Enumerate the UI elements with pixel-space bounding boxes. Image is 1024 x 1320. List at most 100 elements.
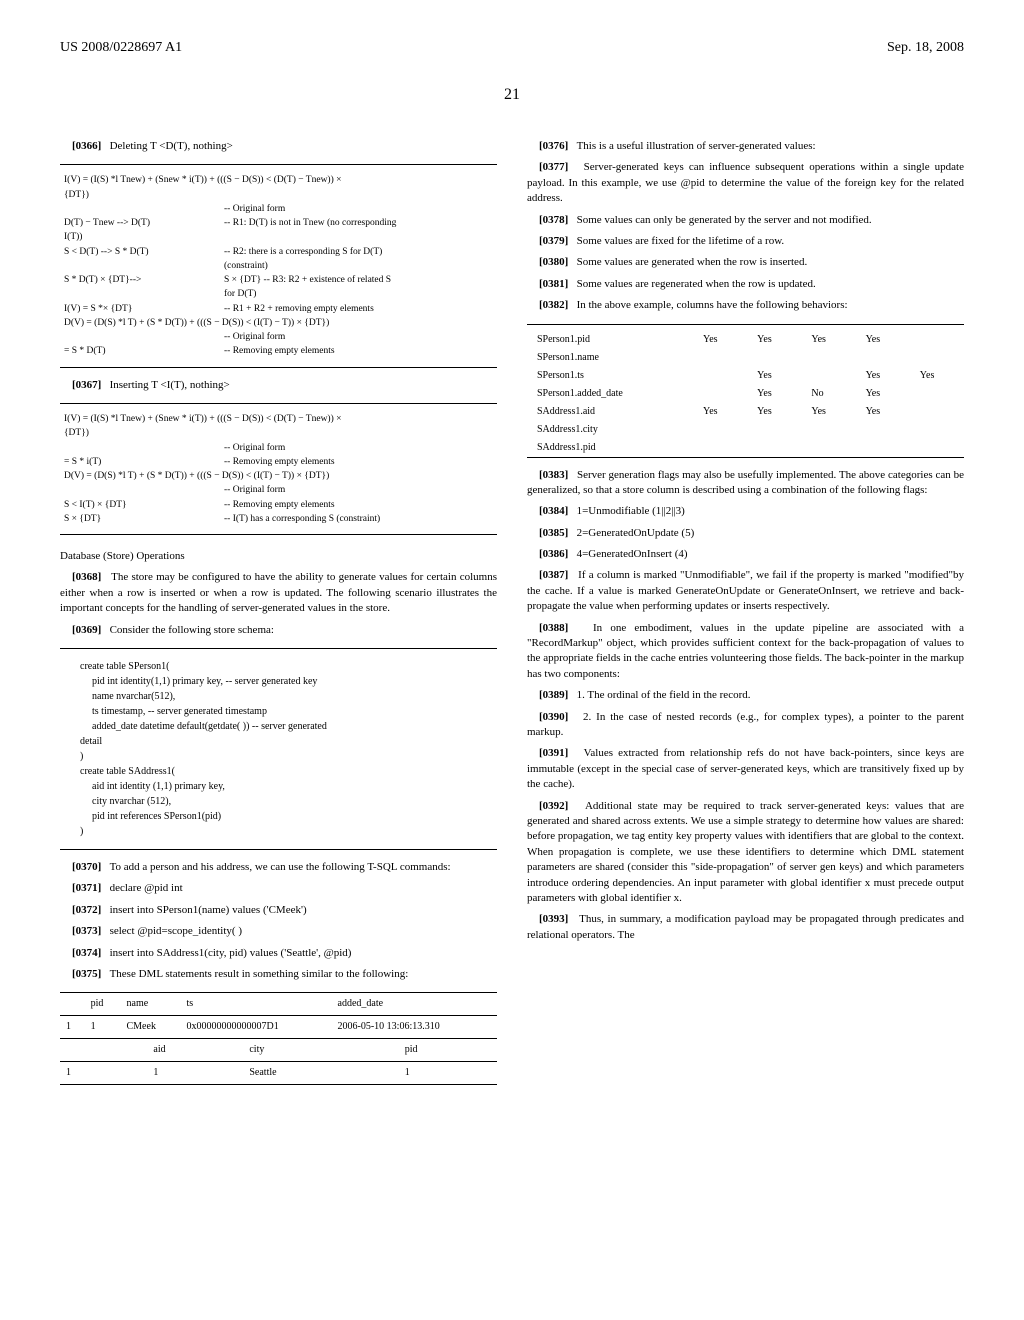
paragraph-0373: [0373] select @pid=scope_identity( ) [60, 924, 497, 939]
code-line: D(T) − Tnew --> D(T)-- R1: D(T) is not i… [64, 216, 493, 230]
table-row: 1 1 Seattle 1 [60, 1062, 497, 1085]
behavior-table: SPerson1.pidYesYesYesYes SPerson1.name S… [527, 331, 964, 457]
schema-line: pid int identity(1,1) primary key, -- se… [80, 674, 497, 689]
paragraph-0386: [0386] 4=GeneratedOnInsert (4) [527, 547, 964, 562]
paragraph-0372: [0372] insert into SPerson1(name) values… [60, 903, 497, 918]
paragraph-0391: [0391] Values extracted from relationshi… [527, 746, 964, 792]
right-column: [0376] This is a useful illustration of … [527, 139, 964, 1095]
code-line: (constraint) [64, 259, 493, 273]
paragraph-0381: [0381] Some values are regenerated when … [527, 277, 964, 292]
table-row: SPerson1.tsYesYesYes [527, 367, 964, 385]
paragraph-0388: [0388] In one embodiment, values in the … [527, 621, 964, 683]
table-row: SAddress1.city [527, 421, 964, 439]
paragraph-0392: [0392] Additional state may be required … [527, 799, 964, 907]
code-line: {DT}) [64, 188, 493, 202]
page-header: US 2008/0228697 A1 Sep. 18, 2008 [60, 40, 964, 56]
schema-line: aid int identity (1,1) primary key, [80, 779, 497, 794]
schema-line: ) [80, 824, 497, 839]
code-line: -- Original form [64, 483, 493, 497]
paragraph-0375: [0375] These DML statements result in so… [60, 967, 497, 982]
table-row: SAddress1.pid [527, 439, 964, 457]
table-row: 1 1 CMeek 0x00000000000007D1 2006-05-10 … [60, 1016, 497, 1039]
paragraph-0369: [0369] Consider the following store sche… [60, 623, 497, 638]
col-header: pid [85, 993, 121, 1016]
code-line: -- Original form [64, 441, 493, 455]
schema-line: create table SAddress1( [80, 764, 497, 779]
content-columns: [0366] Deleting T <D(T), nothing> I(V) =… [60, 139, 964, 1095]
page-number: 21 [60, 86, 964, 104]
code-line: S * D(T) × {DT}-->S × {DT} -- R3: R2 + e… [64, 273, 493, 287]
code-line: S × {DT}-- I(T) has a corresponding S (c… [64, 512, 493, 526]
paragraph-0374: [0374] insert into SAddress1(city, pid) … [60, 946, 497, 961]
code-line: for D(T) [64, 287, 493, 301]
paragraph-0383: [0383] Server generation flags may also … [527, 468, 964, 499]
schema-line: name nvarchar(512), [80, 689, 497, 704]
paragraph-0368: [0368] The store may be configured to ha… [60, 570, 497, 616]
schema-line: ts timestamp, -- server generated timest… [80, 704, 497, 719]
code-line: I(V) = S *× {DT}-- R1 + R2 + removing em… [64, 302, 493, 316]
result-table-block: pid name ts added_date 1 1 CMeek 0x00000… [60, 992, 497, 1085]
code-line: D(V) = (D(S) *l T) + (S * D(T)) + (((S −… [64, 469, 493, 483]
code-line: I(V) = (I(S) *l Tnew) + (Snew * i(T)) + … [64, 412, 493, 426]
paragraph-0385: [0385] 2=GeneratedOnUpdate (5) [527, 526, 964, 541]
paragraph-0380: [0380] Some values are generated when th… [527, 255, 964, 270]
paragraph-0390: [0390] 2. In the case of nested records … [527, 710, 964, 741]
paragraph-0378: [0378] Some values can only be generated… [527, 213, 964, 228]
schema-line: pid int references SPerson1(pid) [80, 809, 497, 824]
code-line: -- Original form [64, 330, 493, 344]
paragraph-0371: [0371] declare @pid int [60, 881, 497, 896]
schema-line: city nvarchar (512), [80, 794, 497, 809]
left-column: [0366] Deleting T <D(T), nothing> I(V) =… [60, 139, 497, 1095]
paragraph-0370: [0370] To add a person and his address, … [60, 860, 497, 875]
formula-block-2: I(V) = (I(S) *l Tnew) + (Snew * i(T)) + … [60, 403, 497, 535]
code-line: S < I(T) × {DT}-- Removing empty element… [64, 498, 493, 512]
result-table-1: pid name ts added_date 1 1 CMeek 0x00000… [60, 993, 497, 1038]
code-line: -- Original form [64, 202, 493, 216]
section-heading: Database (Store) Operations [60, 549, 497, 564]
table-row: SPerson1.added_dateYesNoYes [527, 385, 964, 403]
schema-block: create table SPerson1( pid int identity(… [60, 648, 497, 850]
paragraph-0384: [0384] 1=Unmodifiable (1||2||3) [527, 504, 964, 519]
col-header: added_date [332, 993, 497, 1016]
col-header: ts [181, 993, 332, 1016]
paragraph-0377: [0377] Server-generated keys can influen… [527, 160, 964, 206]
paragraph-0379: [0379] Some values are fixed for the lif… [527, 234, 964, 249]
schema-line: added_date datetime default(getdate( )) … [80, 719, 497, 734]
paragraph-0382: [0382] In the above example, columns hav… [527, 298, 964, 313]
schema-line: ) [80, 749, 497, 764]
paragraph-0367: [0367] Inserting T <I(T), nothing> [60, 378, 497, 393]
schema-line: detail [80, 734, 497, 749]
para-text: Inserting T <I(T), nothing> [110, 379, 230, 391]
code-line: I(T)) [64, 230, 493, 244]
para-text: Deleting T <D(T), nothing> [110, 140, 233, 152]
col-header: aid [147, 1039, 243, 1062]
col-header: pid [399, 1039, 497, 1062]
para-num: [0366] [72, 140, 101, 152]
para-num: [0368] [72, 571, 101, 583]
table-row: SPerson1.name [527, 349, 964, 367]
paragraph-0387: [0387] If a column is marked "Unmodifiab… [527, 568, 964, 614]
code-line: I(V) = (I(S) *l Tnew) + (Snew * i(T)) + … [64, 173, 493, 187]
para-text: The store may be configured to have the … [60, 571, 497, 614]
paragraph-0376: [0376] This is a useful illustration of … [527, 139, 964, 154]
col-header: name [121, 993, 181, 1016]
table-row: SAddress1.aidYesYesYesYes [527, 403, 964, 421]
behavior-table-block: SPerson1.pidYesYesYesYes SPerson1.name S… [527, 324, 964, 458]
paragraph-0366: [0366] Deleting T <D(T), nothing> [60, 139, 497, 154]
result-table-2: aid city pid 1 1 Seattle 1 [60, 1038, 497, 1084]
code-line: = S * D(T)-- Removing empty elements [64, 344, 493, 358]
publication-number: US 2008/0228697 A1 [60, 40, 182, 56]
code-line: = S * i(T)-- Removing empty elements [64, 455, 493, 469]
table-row: SPerson1.pidYesYesYesYes [527, 331, 964, 349]
paragraph-0389: [0389] 1. The ordinal of the field in th… [527, 688, 964, 703]
para-num: [0369] [72, 624, 101, 636]
col-header: city [243, 1039, 398, 1062]
publication-date: Sep. 18, 2008 [887, 40, 964, 56]
code-line: {DT}) [64, 426, 493, 440]
schema-line: create table SPerson1( [80, 659, 497, 674]
paragraph-0393: [0393] Thus, in summary, a modification … [527, 912, 964, 943]
para-text: Consider the following store schema: [110, 624, 274, 636]
code-line: D(V) = (D(S) *l T) + (S * D(T)) + (((S −… [64, 316, 493, 330]
formula-block-1: I(V) = (I(S) *l Tnew) + (Snew * i(T)) + … [60, 164, 497, 367]
para-num: [0367] [72, 379, 101, 391]
